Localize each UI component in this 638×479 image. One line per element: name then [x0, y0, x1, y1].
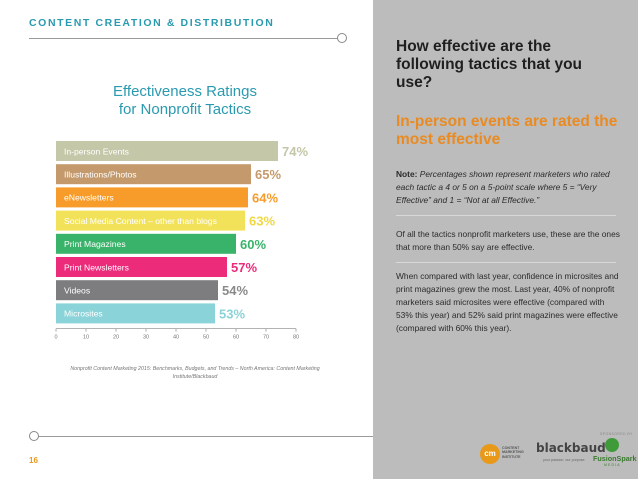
chart-title-line-2: for Nonprofit Tactics	[118, 101, 252, 118]
bar-category-label: Illustrations/Photos	[64, 170, 137, 180]
bar-category-label: Social Media Content – other than blogs	[64, 216, 217, 226]
bar	[56, 141, 278, 161]
bar-value-label: 74%	[282, 144, 308, 159]
bar	[56, 210, 245, 231]
bar-category-label: Videos	[64, 286, 90, 296]
bar-category-label: eNewsletters	[64, 193, 114, 203]
bar-category-label: Print Magazines	[64, 239, 126, 249]
separator	[396, 262, 616, 263]
bar	[56, 187, 248, 208]
section-title: CONTENT CREATION & DISTRIBUTION	[29, 17, 275, 29]
bar	[56, 164, 251, 185]
bar-value-label: 54%	[222, 283, 248, 298]
bar-value-label: 53%	[219, 306, 245, 321]
question-heading: How effective are the following tactics …	[396, 38, 583, 91]
sponsored-label: SPONSORED BY	[600, 432, 633, 436]
bar-chart: In-person Events 74% Illustrations/Photos 6…	[54, 141, 308, 341]
paragraph-2: When compared with last year, confidence…	[396, 271, 619, 333]
x-tick-label: 50	[203, 335, 209, 341]
bottom-rule	[37, 436, 373, 437]
x-tick-label: 30	[143, 335, 149, 341]
bar-value-label: 57%	[231, 260, 257, 275]
note-text: Note: Percentages shown represent market…	[396, 168, 621, 207]
bar	[56, 233, 236, 254]
fusionspark-logo: FusionSpark	[593, 454, 637, 463]
bar-value-label: 64%	[252, 190, 278, 205]
blackbaud-tagline: your passion. our purpose.	[543, 458, 586, 462]
x-tick-label: 40	[173, 335, 179, 341]
cmi-logo-text: CONTENT MARKETING INSTITUTE	[502, 446, 524, 459]
page-number: 16	[29, 456, 38, 465]
bar-value-label: 65%	[255, 167, 281, 182]
x-tick-label: 80	[293, 335, 299, 341]
right-panel	[373, 0, 638, 479]
x-tick-label: 20	[113, 335, 119, 341]
bottom-rule-dot	[29, 431, 39, 441]
x-tick-label: 70	[263, 335, 269, 341]
bar-category-label: Microsites	[64, 309, 103, 319]
sponsor-logos: cm CONTENT MARKETING INSTITUTE blackbaud…	[430, 432, 637, 476]
finding-subheading: In-person events are rated the most effe…	[396, 113, 618, 148]
note-body: Percentages shown represent marketers wh…	[396, 169, 610, 205]
paragraph-1: Of all the tactics nonprofit marketers u…	[396, 229, 620, 252]
chart-source: Nonprofit Content Marketing 2015: Benchm…	[70, 366, 320, 380]
bar-value-label: 60%	[240, 237, 266, 252]
bar	[56, 257, 227, 277]
fusionspark-sub: MEDIA	[604, 463, 621, 467]
top-rule-dot	[337, 33, 347, 43]
chart-title: Effectiveness Ratings for Nonprofit Tact…	[60, 83, 310, 119]
top-rule	[29, 38, 340, 39]
fusionspark-logo-icon	[605, 438, 619, 452]
x-tick-label: 0	[54, 335, 57, 341]
x-tick-label: 60	[233, 335, 239, 341]
bar	[56, 280, 218, 301]
bar	[56, 303, 215, 324]
note-label: Note:	[396, 169, 418, 179]
x-tick-label: 10	[83, 335, 89, 341]
bar-category-label: Print Newsletters	[64, 262, 129, 272]
cmi-logo-icon: cm	[480, 444, 500, 464]
bar-category-label: In-person Events	[64, 146, 129, 156]
bar-value-label: 63%	[249, 214, 275, 229]
chart-title-line-1: Effectiveness Ratings	[113, 83, 257, 100]
separator	[396, 215, 616, 216]
blackbaud-logo: blackbaud	[536, 441, 606, 455]
